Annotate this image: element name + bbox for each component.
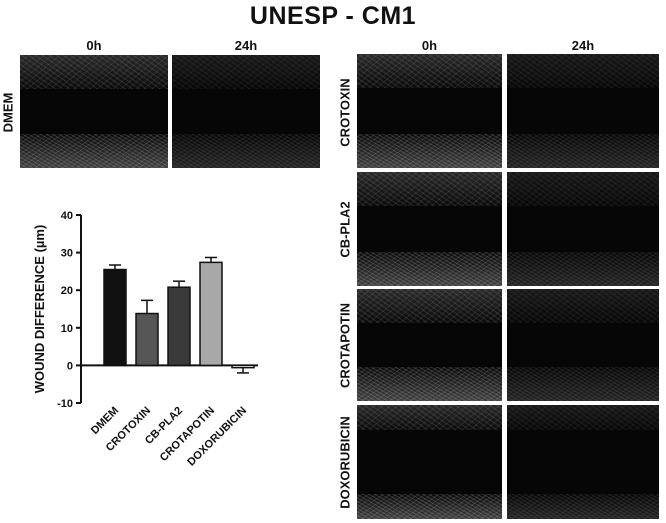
y-tick-label: 20 [61, 285, 73, 297]
y-tick-label: 40 [61, 210, 73, 222]
bar-dmem [103, 268, 127, 367]
micrograph-crotoxin-0h [357, 54, 502, 168]
row-label-crotoxin: CROTOXIN [337, 78, 353, 147]
row-label-doxorubicin: DOXORUBICIN [337, 416, 353, 509]
wound-difference-bar-chart: -10010203040DMEMCROTOXINCB-PLA2CROTAPOTI… [32, 210, 258, 469]
y-tick-label: 0 [67, 360, 73, 372]
bar-crotapotin [199, 261, 223, 367]
row-label-cb-pla2: CB-PLA2 [337, 201, 353, 258]
micrograph-doxorubicin-24h [507, 405, 659, 519]
row-label-crotapotin: CROTAPOTIN [337, 303, 353, 388]
micrograph-dmem-24h [172, 55, 320, 168]
micrograph-dmem-0h [20, 55, 168, 168]
bar-crotoxin [135, 312, 159, 367]
micrograph-crotapotin-24h [507, 289, 659, 401]
bar-cb-pla2 [167, 286, 191, 367]
y-axis-title: WOUND DIFFERENCE (µm) [32, 225, 47, 394]
col-label-24h-right: 24h [571, 38, 595, 53]
micrograph-doxorubicin-0h [357, 405, 502, 519]
col-label-0h-left: 0h [86, 38, 102, 53]
micrograph-cb-pla2-0h [357, 172, 502, 286]
row-label-dmem: DMEM [0, 92, 16, 133]
y-tick-label: 10 [61, 323, 73, 335]
bar-doxorubicin [231, 364, 255, 369]
y-tick-label: -10 [57, 398, 73, 410]
figure-title: UNESP - CM1 [249, 2, 417, 30]
y-tick-label: 30 [61, 248, 73, 260]
x-tick-label-doxorubicin: DOXORUBICIN [185, 405, 249, 469]
col-label-0h-right: 0h [421, 38, 438, 53]
micrograph-crotoxin-24h [507, 54, 659, 168]
micrograph-crotapotin-0h [357, 289, 502, 401]
micrograph-cb-pla2-24h [507, 172, 659, 286]
col-label-24h-left: 24h [234, 38, 258, 53]
